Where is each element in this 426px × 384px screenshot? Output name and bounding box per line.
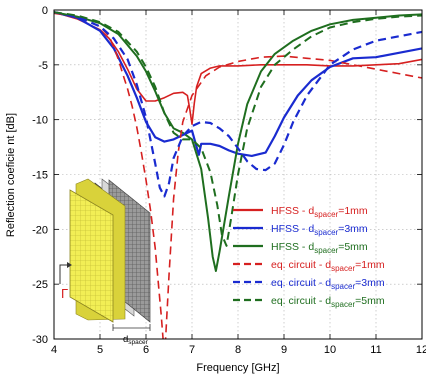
series-group <box>54 11 422 339</box>
series-line-2 <box>54 11 422 157</box>
inset-dimension-marker <box>112 324 151 331</box>
series-line-4 <box>54 12 422 339</box>
inset-gamma-arrow <box>59 264 67 284</box>
legend-label-1: HFSS - dspacer=1mm <box>271 205 368 219</box>
x-tick-label: 10 <box>324 344 336 356</box>
legend-label-3: HFSS - dspacer=5mm <box>271 241 368 255</box>
series-line-6 <box>54 11 422 247</box>
legend-label-4: eq. circuit - dspacer=1mm <box>271 259 385 273</box>
inset-gamma-label: Γ <box>61 286 68 301</box>
x-tick-label: 9 <box>281 344 287 356</box>
series-line-5 <box>54 11 422 198</box>
x-tick-label: 11 <box>370 344 381 356</box>
axis-ticks: 4 5 6 7 8 9 10 11 12 0 -5 -10 -15 -20 -25 -30 <box>32 5 426 356</box>
x-tick-label: 7 <box>189 344 195 356</box>
inset-gamma-arrowhead <box>67 262 72 268</box>
x-tick-label: 5 <box>97 344 103 356</box>
series-line-3 <box>54 11 422 272</box>
plot-frame <box>53 9 423 340</box>
x-tick-label: 4 <box>51 344 57 356</box>
y-tick-label: -20 <box>32 224 48 236</box>
x-axis-label: Frequency [GHz] <box>196 362 279 374</box>
x-tick-label: 8 <box>235 344 241 356</box>
y-axis-label: Reflection coeficie nt [dB] <box>5 113 17 237</box>
y-tick-label: -30 <box>32 334 48 346</box>
y-tick-label: 0 <box>42 5 48 17</box>
x-tick-label: 12 <box>416 344 426 356</box>
metasurface-inset-illustration: Γ dspacer <box>59 178 151 346</box>
inset-dimension-subscript: spacer <box>128 339 148 346</box>
x-tick-label: 6 <box>143 344 149 356</box>
y-tick-label: -5 <box>38 60 48 72</box>
y-tick-label: -15 <box>32 170 48 182</box>
legend-label-6: eq. circuit - dspacer=5mm <box>271 295 385 309</box>
series-line-1 <box>54 11 422 125</box>
inset-front-layer <box>69 189 114 323</box>
legend: HFSS - dspacer=1mm HFSS - dspacer=3mm HFSS… <box>233 205 385 309</box>
legend-label-2: HFSS - dspacer=3mm <box>271 223 368 237</box>
y-tick-label: -10 <box>32 115 48 127</box>
y-tick-label: -25 <box>32 279 48 291</box>
legend-label-5: eq. circuit - dspacer=3mm <box>271 277 385 291</box>
